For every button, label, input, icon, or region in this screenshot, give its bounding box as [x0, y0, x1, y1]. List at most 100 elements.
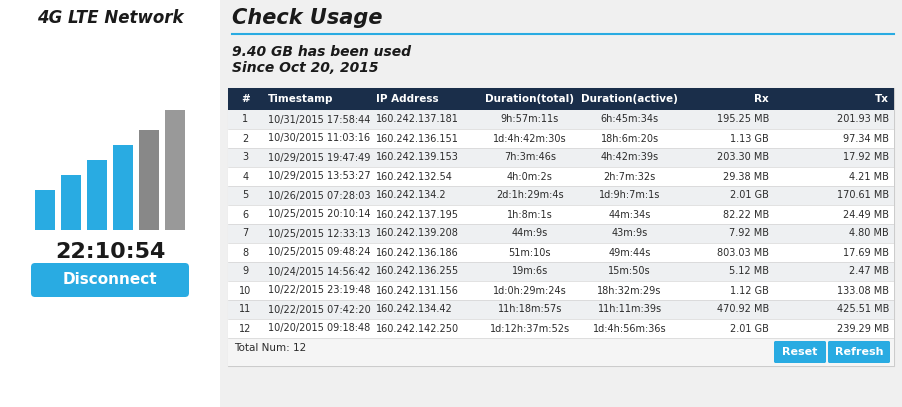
Text: 2d:1h:29m:4s: 2d:1h:29m:4s [496, 190, 564, 201]
Text: 24.49 MB: 24.49 MB [843, 210, 889, 219]
Text: Duration(active): Duration(active) [581, 94, 678, 104]
Text: 11h:11m:39s: 11h:11m:39s [597, 304, 662, 315]
Text: 203.30 MB: 203.30 MB [717, 153, 769, 162]
Text: 4G LTE Network: 4G LTE Network [37, 9, 183, 27]
Text: 160.242.139.153: 160.242.139.153 [376, 153, 459, 162]
Text: 160.242.142.250: 160.242.142.250 [376, 324, 459, 333]
Text: 7: 7 [243, 228, 248, 239]
FancyBboxPatch shape [228, 186, 894, 205]
Text: 19m:6s: 19m:6s [511, 267, 548, 276]
Text: 425.51 MB: 425.51 MB [837, 304, 889, 315]
Text: 7h:3m:46s: 7h:3m:46s [503, 153, 556, 162]
FancyBboxPatch shape [228, 300, 894, 319]
Text: 17.92 MB: 17.92 MB [842, 153, 889, 162]
Text: 1d:12h:37m:52s: 1d:12h:37m:52s [490, 324, 570, 333]
Text: Timestamp: Timestamp [268, 94, 333, 104]
Text: 10/22/2015 23:19:48: 10/22/2015 23:19:48 [268, 285, 370, 295]
Text: 160.242.137.195: 160.242.137.195 [376, 210, 459, 219]
Text: Reset: Reset [782, 347, 818, 357]
Text: 10/25/2015 09:48:24: 10/25/2015 09:48:24 [268, 247, 370, 258]
FancyBboxPatch shape [228, 243, 894, 262]
FancyBboxPatch shape [31, 263, 189, 297]
Text: 470.92 MB: 470.92 MB [717, 304, 769, 315]
Text: 2: 2 [243, 133, 248, 144]
Text: 82.22 MB: 82.22 MB [723, 210, 769, 219]
Text: 1.13 GB: 1.13 GB [731, 133, 769, 144]
Text: 10/25/2015 20:10:14: 10/25/2015 20:10:14 [268, 210, 370, 219]
Text: 18h:6m:20s: 18h:6m:20s [601, 133, 658, 144]
Text: 10/24/2015 14:56:42: 10/24/2015 14:56:42 [268, 267, 370, 276]
Text: 17.69 MB: 17.69 MB [843, 247, 889, 258]
Text: 4h:0m:2s: 4h:0m:2s [507, 171, 553, 182]
FancyBboxPatch shape [228, 110, 894, 129]
FancyBboxPatch shape [828, 341, 890, 363]
Text: 170.61 MB: 170.61 MB [837, 190, 889, 201]
Text: 11: 11 [239, 304, 252, 315]
FancyBboxPatch shape [87, 160, 107, 230]
FancyBboxPatch shape [228, 88, 894, 366]
Text: Reset: Reset [782, 347, 818, 357]
FancyBboxPatch shape [220, 0, 902, 407]
FancyBboxPatch shape [61, 175, 81, 230]
Text: 2h:7m:32s: 2h:7m:32s [603, 171, 656, 182]
Text: 44m:34s: 44m:34s [609, 210, 650, 219]
Text: 239.29 MB: 239.29 MB [837, 324, 889, 333]
Text: 1d:9h:7m:1s: 1d:9h:7m:1s [599, 190, 660, 201]
Text: 10/31/2015 17:58:44: 10/31/2015 17:58:44 [268, 114, 370, 125]
Text: 7.92 MB: 7.92 MB [729, 228, 769, 239]
Text: 1: 1 [243, 114, 248, 125]
FancyBboxPatch shape [228, 262, 894, 281]
Text: 201.93 MB: 201.93 MB [837, 114, 889, 125]
Text: 44m:9s: 44m:9s [511, 228, 548, 239]
FancyBboxPatch shape [113, 145, 133, 230]
Text: 1d:0h:29m:24s: 1d:0h:29m:24s [492, 285, 566, 295]
Text: 9.40 GB has been used: 9.40 GB has been used [232, 45, 411, 59]
Text: Refresh: Refresh [834, 347, 883, 357]
FancyBboxPatch shape [228, 224, 894, 243]
Text: 160.242.137.181: 160.242.137.181 [376, 114, 459, 125]
FancyBboxPatch shape [828, 341, 890, 363]
Text: Total Num: 12: Total Num: 12 [234, 343, 307, 353]
Text: Since Oct 20, 2015: Since Oct 20, 2015 [232, 61, 379, 75]
FancyBboxPatch shape [228, 167, 894, 186]
Text: 15m:50s: 15m:50s [608, 267, 651, 276]
FancyBboxPatch shape [35, 190, 55, 230]
Text: 4.80 MB: 4.80 MB [850, 228, 889, 239]
Text: 160.242.131.156: 160.242.131.156 [376, 285, 459, 295]
Text: Duration(total): Duration(total) [485, 94, 575, 104]
Text: 10/30/2015 11:03:16: 10/30/2015 11:03:16 [268, 133, 370, 144]
Text: 803.03 MB: 803.03 MB [717, 247, 769, 258]
Text: 97.34 MB: 97.34 MB [843, 133, 889, 144]
Text: 22:10:54: 22:10:54 [55, 242, 165, 262]
Text: 51m:10s: 51m:10s [509, 247, 551, 258]
Text: 10/29/2015 13:53:27: 10/29/2015 13:53:27 [268, 171, 370, 182]
Text: 10/22/2015 07:42:20: 10/22/2015 07:42:20 [268, 304, 371, 315]
FancyBboxPatch shape [228, 148, 894, 167]
Text: 2.01 GB: 2.01 GB [731, 190, 769, 201]
Text: 2.47 MB: 2.47 MB [849, 267, 889, 276]
Text: 10/25/2015 12:33:13: 10/25/2015 12:33:13 [268, 228, 370, 239]
Text: 4: 4 [243, 171, 248, 182]
Text: 5: 5 [243, 190, 248, 201]
FancyBboxPatch shape [774, 341, 826, 363]
Text: 1h:8m:1s: 1h:8m:1s [507, 210, 553, 219]
Text: 6h:45m:34s: 6h:45m:34s [601, 114, 658, 125]
Text: 43m:9s: 43m:9s [612, 228, 648, 239]
Text: 160.242.134.2: 160.242.134.2 [376, 190, 446, 201]
Text: 6: 6 [243, 210, 248, 219]
Text: 10: 10 [239, 285, 252, 295]
Text: 29.38 MB: 29.38 MB [723, 171, 769, 182]
FancyBboxPatch shape [165, 110, 185, 230]
Text: 1d:4h:42m:30s: 1d:4h:42m:30s [492, 133, 566, 144]
Text: Check Usage: Check Usage [232, 8, 382, 28]
FancyBboxPatch shape [774, 341, 826, 363]
Text: 160.242.136.151: 160.242.136.151 [376, 133, 459, 144]
Text: 160.242.136.186: 160.242.136.186 [376, 247, 459, 258]
Text: 195.25 MB: 195.25 MB [717, 114, 769, 125]
Text: Tx: Tx [875, 94, 889, 104]
Text: IP Address: IP Address [376, 94, 438, 104]
Text: 160.242.136.255: 160.242.136.255 [376, 267, 459, 276]
Text: 10/26/2015 07:28:03: 10/26/2015 07:28:03 [268, 190, 370, 201]
Text: 2.01 GB: 2.01 GB [731, 324, 769, 333]
FancyBboxPatch shape [228, 281, 894, 300]
